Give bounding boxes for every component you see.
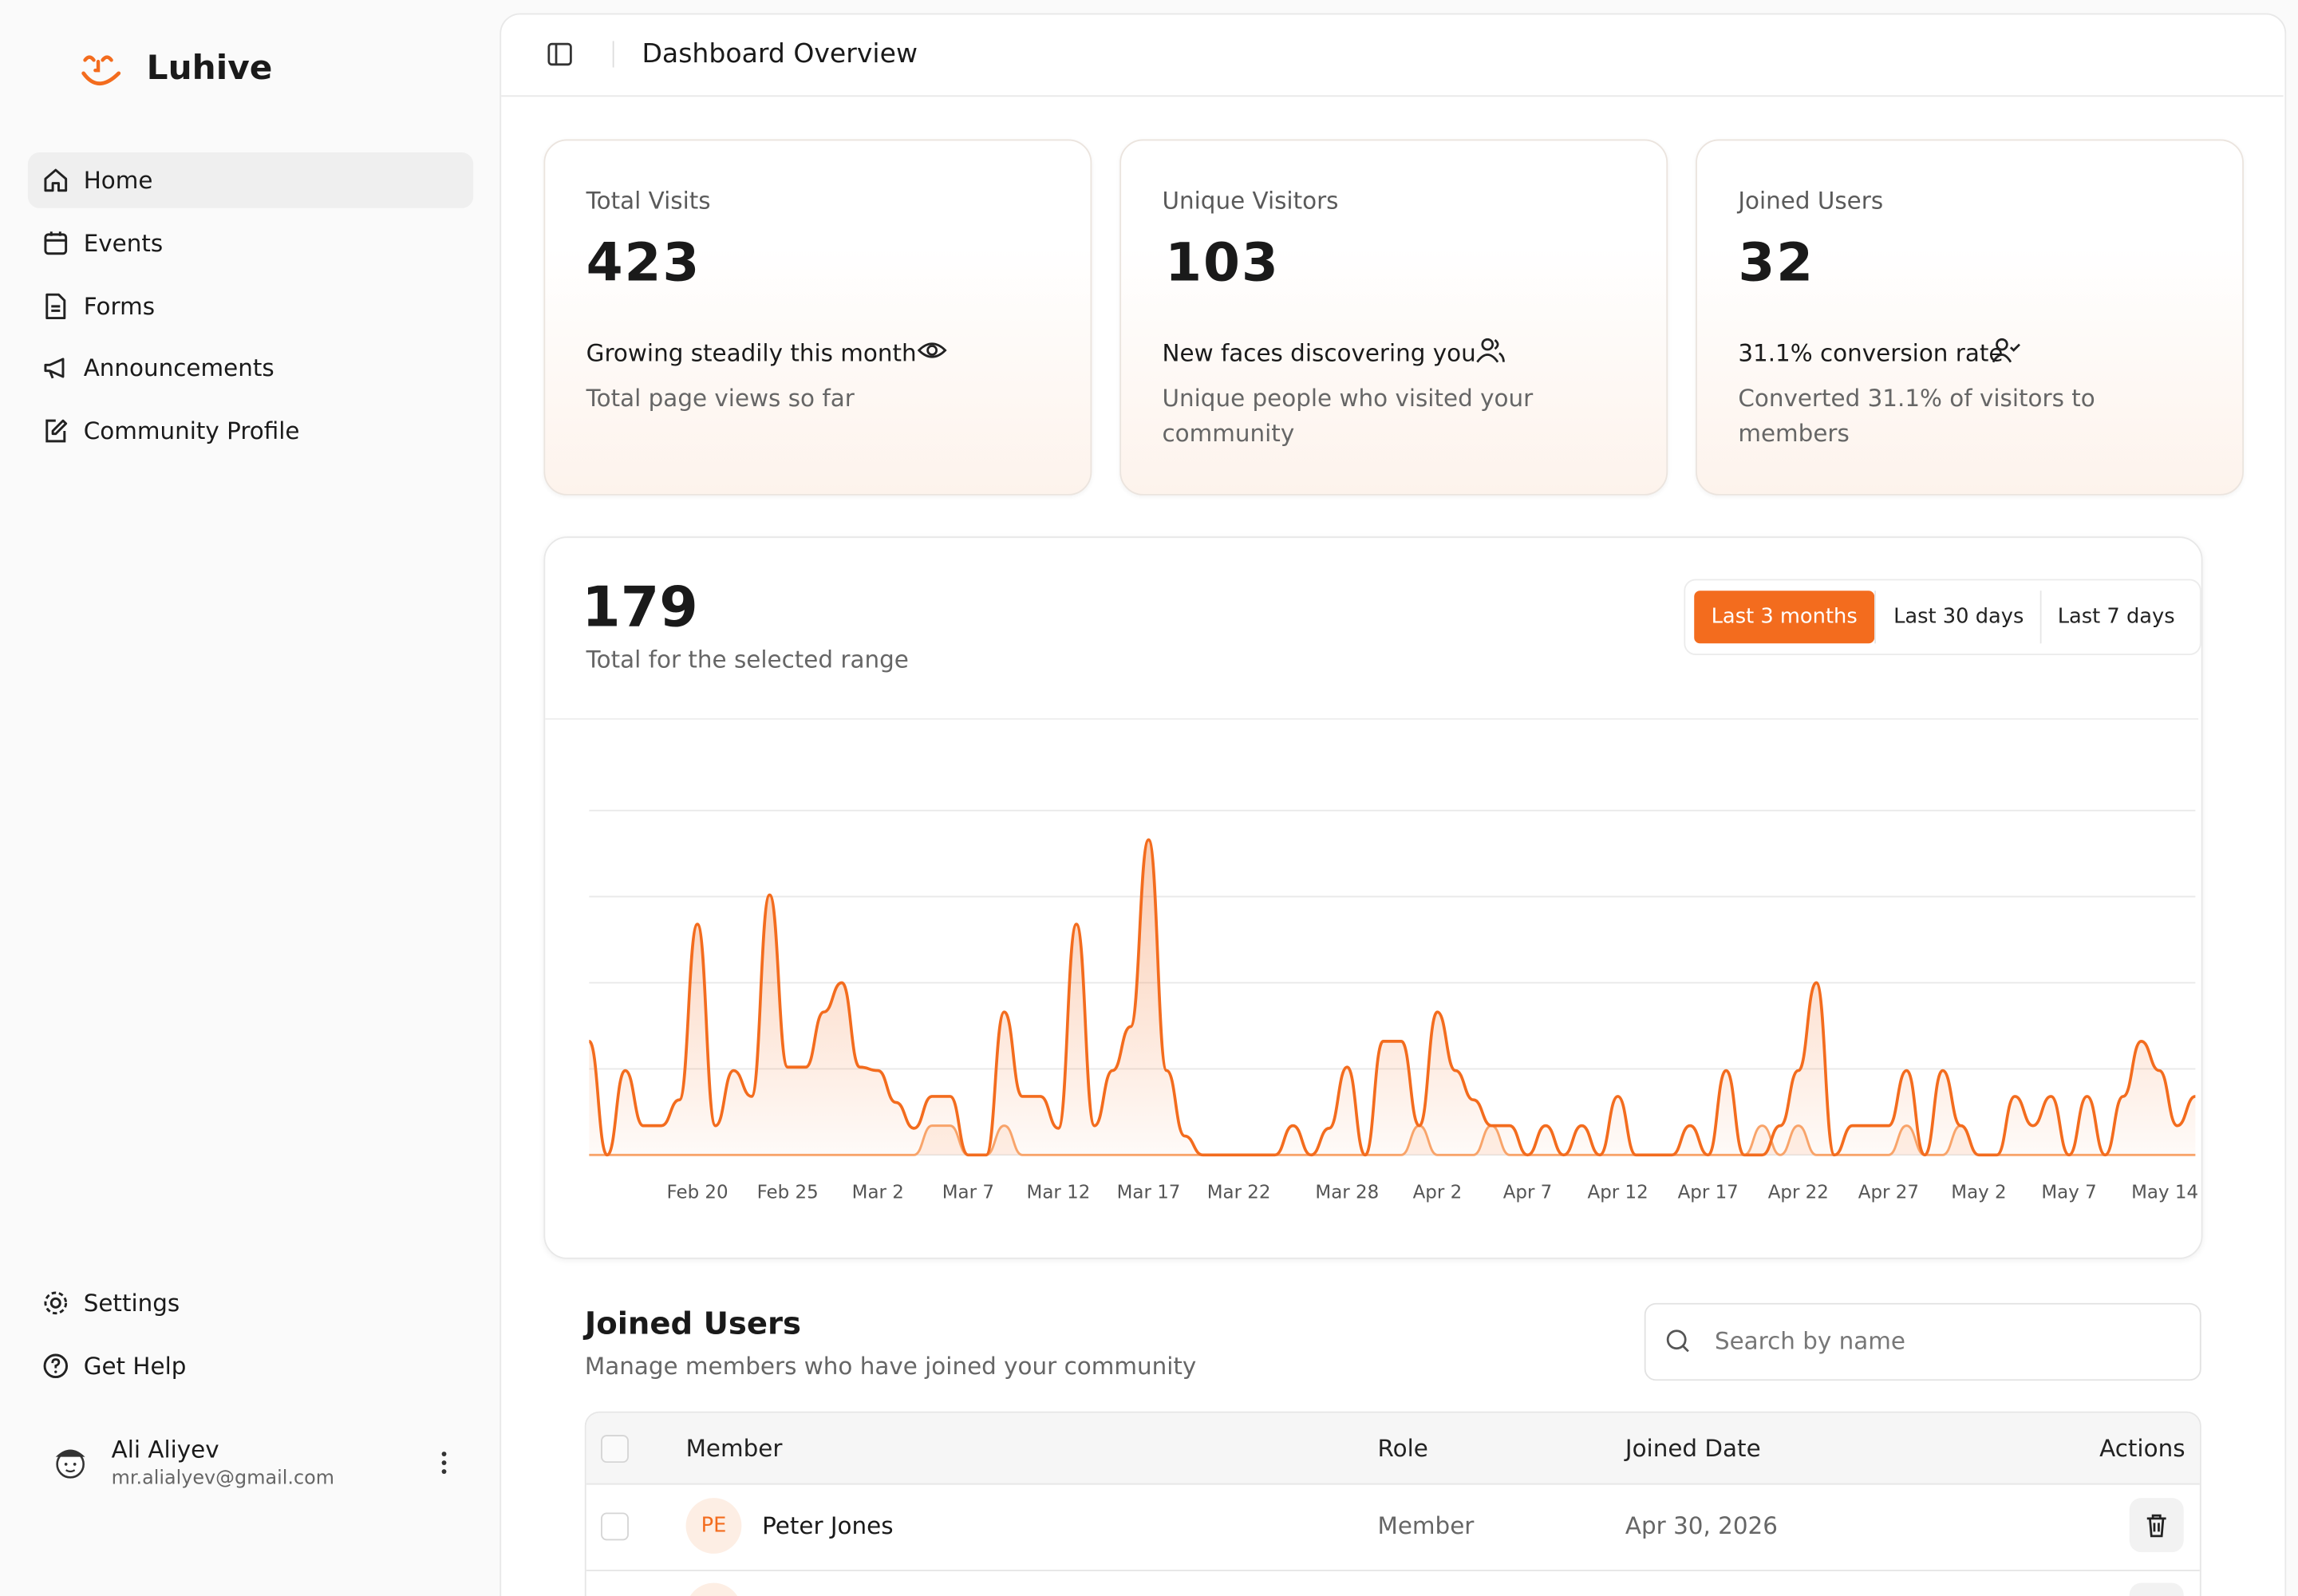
x-tick-label: May 7 — [2041, 1183, 2096, 1203]
x-tick-label: Mar 22 — [1207, 1183, 1271, 1203]
stat-headline: 31.1% conversion rate — [1738, 339, 2004, 368]
section-title: Joined Users — [584, 1306, 802, 1341]
brand-name: Luhive — [146, 49, 273, 89]
eye-icon — [917, 342, 947, 358]
search-placeholder: Search by name — [1714, 1327, 1905, 1356]
x-tick-label: Apr 27 — [1858, 1183, 1919, 1203]
line — [587, 838, 2197, 1157]
table-header — [586, 1412, 2200, 1485]
section-subtitle: Manage members who have joined your comm… — [584, 1352, 1197, 1381]
range-selector: Last 3 months Last 30 days Last 7 days — [1684, 579, 2201, 656]
x-tick-label: Apr 7 — [1503, 1183, 1553, 1203]
stat-description: Converted 31.1% of visitors to members — [1738, 384, 2095, 448]
chart: Feb 20 Feb 25 Mar 2 Mar 7 Mar 12 Mar 17 Mar 22… — [587, 809, 2198, 1203]
brand-logo — [81, 55, 121, 86]
x-tick-label: Apr 12 — [1588, 1183, 1648, 1203]
nav-item[interactable]: Get Help — [83, 1352, 187, 1381]
stat-label: Total Visits — [586, 187, 711, 215]
range-button[interactable]: Last 7 days — [2039, 591, 2191, 644]
member-initials: PE — [685, 1498, 742, 1554]
select-all-checkbox[interactable] — [601, 1435, 629, 1464]
users-icon — [1476, 338, 1505, 363]
column-header: Actions — [2099, 1434, 2185, 1463]
x-tick-label: Mar 28 — [1315, 1183, 1379, 1203]
area — [589, 1125, 2196, 1156]
events-icon — [44, 231, 68, 255]
announcements-icon — [44, 358, 65, 379]
x-tick-label: May 14 — [2131, 1183, 2198, 1203]
nav-item[interactable]: Events — [83, 229, 164, 258]
column-header: Joined Date — [1625, 1434, 1761, 1463]
nav-item[interactable]: Announcements — [83, 354, 274, 382]
x-tick-label: Feb 25 — [757, 1183, 819, 1203]
user-email: mr.alialyev@gmail.com — [111, 1468, 334, 1491]
member-initials — [685, 1582, 742, 1596]
range-button[interactable]: Last 3 months — [1694, 591, 1875, 644]
search-icon — [1666, 1329, 1689, 1353]
trash-icon — [2146, 1514, 2166, 1538]
nav-item[interactable]: Community Profile — [83, 417, 300, 445]
x-tick-label: Apr 22 — [1768, 1183, 1829, 1203]
column-header: Member — [685, 1434, 783, 1463]
nav-item[interactable]: Home — [83, 166, 153, 195]
stat-headline: New faces discovering you — [1162, 339, 1476, 368]
stat-label: Unique Visitors — [1162, 187, 1339, 215]
help-icon — [43, 1353, 69, 1379]
settings-icon — [44, 1291, 68, 1315]
range-total-label: Total for the selected range — [586, 646, 909, 674]
x-tick-label: Mar 2 — [852, 1183, 904, 1203]
user-menu[interactable] — [438, 1449, 450, 1476]
nav-item[interactable]: Forms — [83, 292, 156, 321]
member-name: Peter Jones — [762, 1511, 894, 1540]
range-button[interactable]: Last 30 days — [1874, 591, 2041, 644]
stat-description: Total page views so far — [586, 384, 855, 413]
stat-value: 103 — [1165, 233, 1280, 294]
stat-headline: Growing steadily this month — [586, 339, 917, 368]
stat-value: 423 — [586, 233, 701, 294]
profile-icon — [45, 419, 68, 443]
stat-label: Joined Users — [1738, 187, 1884, 215]
x-tick-label: May 2 — [1951, 1183, 2006, 1203]
member-joined: Apr 30, 2026 — [1625, 1511, 1778, 1540]
x-tick-label: Mar 7 — [942, 1183, 994, 1203]
delete-button[interactable] — [2129, 1582, 2184, 1596]
forms-icon — [45, 293, 66, 320]
nav-active-bg — [27, 152, 474, 208]
user-name: Ali Aliyev — [111, 1436, 219, 1464]
x-tick-label: Feb 20 — [667, 1183, 728, 1203]
user-check-icon — [1992, 338, 2020, 363]
delete-button[interactable] — [2129, 1498, 2184, 1553]
x-tick-label: Apr 2 — [1413, 1183, 1463, 1203]
user-avatar — [55, 1449, 85, 1479]
stat-card — [543, 139, 1092, 496]
header-divider — [501, 95, 2284, 97]
page-title: Dashboard Overview — [642, 38, 918, 70]
members-table — [584, 1411, 2201, 1596]
area — [589, 839, 2196, 1156]
home-icon — [44, 168, 68, 192]
column-header: Role — [1377, 1434, 1428, 1463]
header-separator — [612, 41, 614, 68]
x-tick-label: Mar 17 — [1117, 1183, 1181, 1203]
member-role: Member — [1377, 1511, 1475, 1540]
stat-card — [1119, 139, 1668, 496]
stat-value: 32 — [1738, 233, 1815, 294]
chart-divider — [545, 717, 2199, 720]
row-checkbox[interactable] — [601, 1512, 629, 1541]
range-total: 179 — [582, 574, 698, 639]
stat-card — [1696, 139, 2244, 496]
nav-item[interactable]: Settings — [83, 1289, 180, 1317]
row-divider — [586, 1570, 2200, 1571]
sidebar-toggle[interactable] — [547, 41, 573, 67]
x-tick-label: Apr 17 — [1678, 1183, 1739, 1203]
stat-description: Unique people who visited your community — [1162, 384, 1534, 448]
x-tick-label: Mar 12 — [1027, 1183, 1091, 1203]
search-box[interactable] — [1644, 1302, 2201, 1381]
